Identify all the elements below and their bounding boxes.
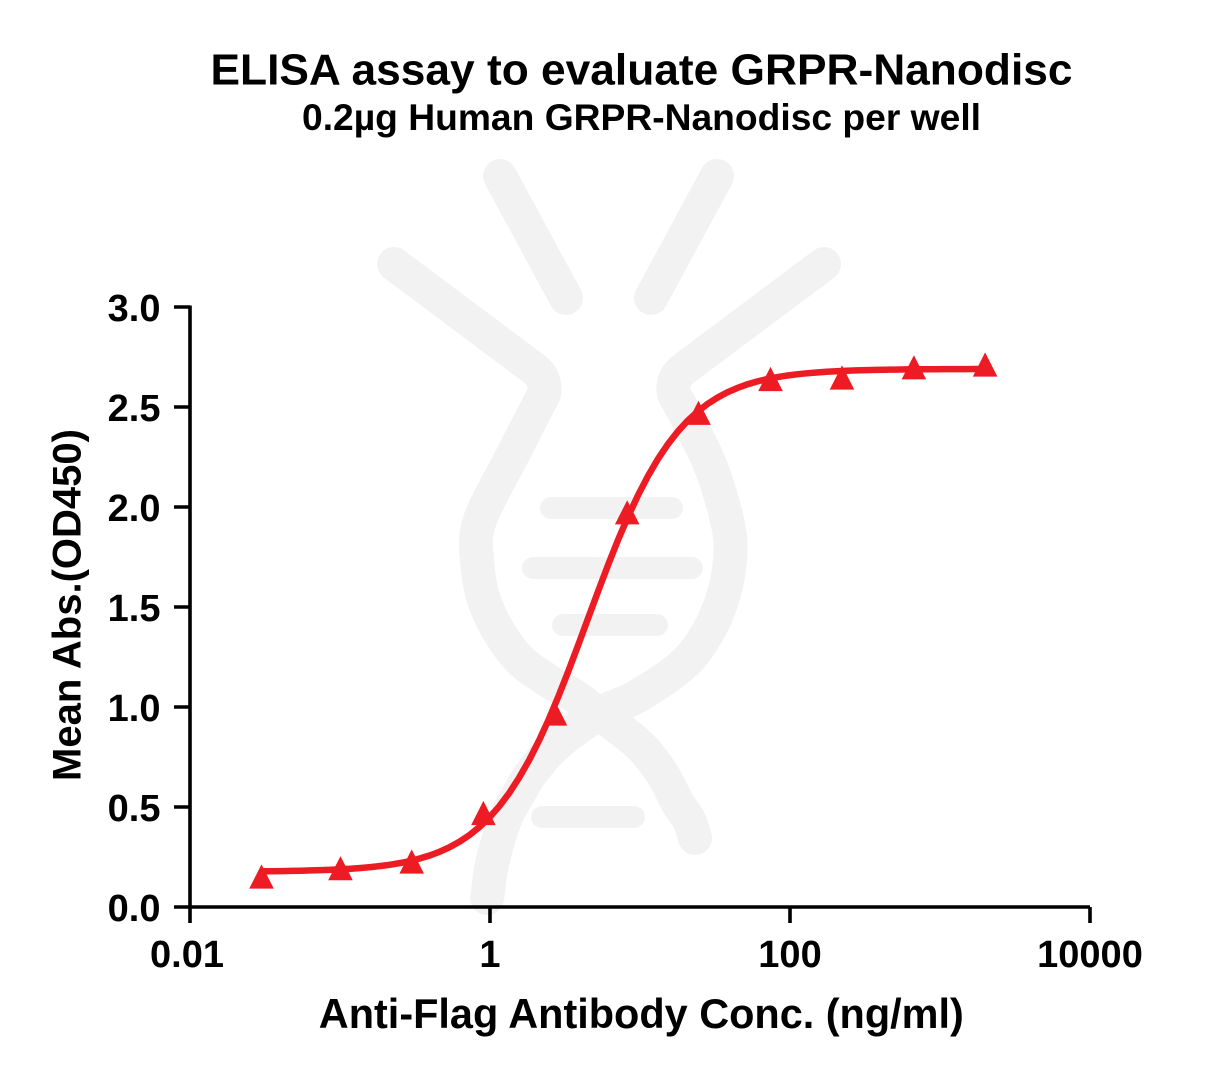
svg-text:0.0: 0.0 [108,888,161,930]
svg-text:2.5: 2.5 [108,388,161,430]
svg-text:2.0: 2.0 [108,488,161,530]
svg-text:0.01: 0.01 [150,934,224,976]
svg-text:3.0: 3.0 [108,288,161,330]
svg-text:10000: 10000 [1037,934,1143,976]
svg-text:100: 100 [758,934,821,976]
svg-text:Mean Abs.(OD450): Mean Abs.(OD450) [46,429,90,781]
svg-text:ELISA assay to evaluate GRPR-N: ELISA assay to evaluate GRPR-Nanodisc [211,45,1073,94]
svg-text:0.2µg Human GRPR-Nanodisc per: 0.2µg Human GRPR-Nanodisc per well [302,97,981,138]
svg-text:1: 1 [479,934,500,976]
svg-text:1.0: 1.0 [108,688,161,730]
svg-text:0.5: 0.5 [108,788,161,830]
svg-text:1.5: 1.5 [108,588,161,630]
svg-text:Anti-Flag Antibody Conc. (ng/m: Anti-Flag Antibody Conc. (ng/ml) [319,990,964,1037]
